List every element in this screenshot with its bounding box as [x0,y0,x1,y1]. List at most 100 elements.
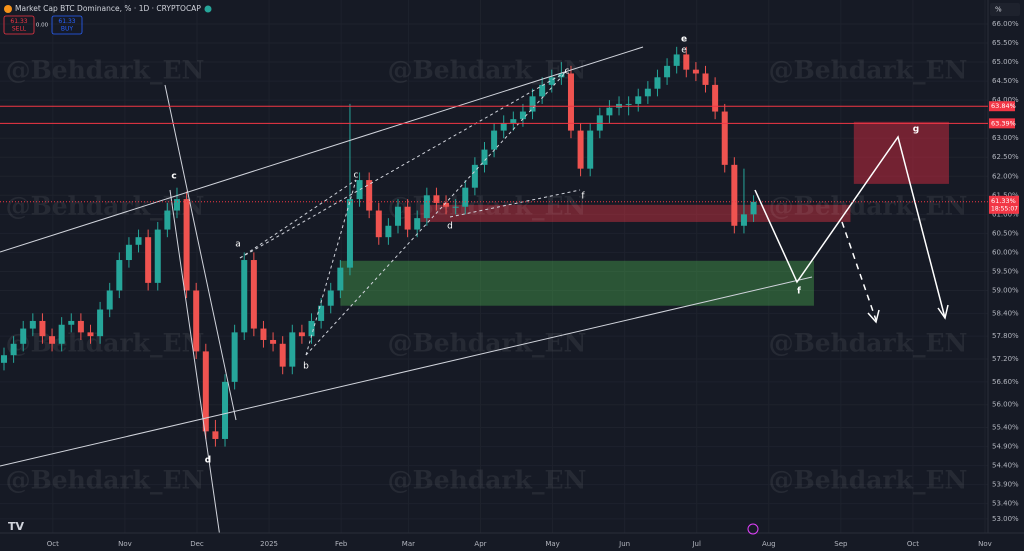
wave-label: c [565,67,570,77]
candle-body [222,381,229,439]
candle-body [548,77,555,85]
candle-body [164,210,171,230]
candle-body [471,164,478,188]
candles [1,46,757,447]
x-tick-label: Oct [907,540,919,548]
flash-icon[interactable] [747,523,759,535]
candle-body [279,343,286,367]
candle-body [443,202,450,207]
symbol-icon [4,5,12,13]
candle-body [635,96,642,104]
candle-body [87,332,94,337]
logo: TV [8,520,25,533]
y-tick-label: 60.50% [992,229,1019,237]
candle-body [231,332,238,382]
scale-button[interactable] [990,3,1020,16]
candle-body [346,199,353,268]
y-tick-label: 53.90% [992,481,1019,489]
candle-body [298,332,305,337]
y-tick-label: 57.80% [992,332,1019,340]
sell-button[interactable] [3,15,35,35]
wave-label: d [447,222,453,232]
candle-body [644,88,651,97]
candle-body [692,69,699,74]
candle-body [241,260,248,333]
x-tick-label: Feb [335,540,348,548]
candle-body [558,73,565,78]
candle-body [97,309,104,337]
y-tick-label: 53.00% [992,515,1019,523]
candle-body [539,84,546,97]
candle-body [664,65,671,78]
candle-body [433,195,440,203]
x-tick-label: Mar [402,540,415,548]
price-tag-label: 63.39% [991,119,1016,127]
candle-body [260,328,267,340]
x-tick-label: Nov [978,540,992,548]
candle-body [654,77,661,89]
x-tick-label: Sep [834,540,848,548]
wave-label: f [581,192,585,202]
candle-body [395,206,401,226]
watermark: @Behdark_EN [6,329,205,358]
candle-body [289,332,296,367]
candle-body [145,237,152,283]
candle-body [606,107,613,116]
y-tick-label: 64.00% [992,96,1019,104]
y-tick-label: 62.50% [992,153,1019,161]
watermark: @Behdark_EN [769,56,968,85]
candle-body [318,305,325,321]
buy-button[interactable] [51,15,83,35]
countdown: 18:55:07 [991,205,1018,212]
y-tick-label: 54.90% [992,443,1019,451]
y-tick-label: 63.00% [992,134,1019,142]
candle-body [250,260,257,329]
y-tick-label: 66.00% [992,20,1019,28]
arrow-head [867,309,880,324]
candle-body [452,206,459,208]
candle-body [385,225,392,238]
candle-body [673,54,680,66]
x-tick-label: Jul [691,540,701,548]
wave-label: f [797,287,801,297]
time-axis [0,533,1024,551]
last-price-tag [989,195,1019,214]
candle-body [510,119,517,123]
candle-body [712,84,719,112]
last-price-label: 61.33% [991,197,1016,205]
axes: 66.00% 65.50% 65.00% 64.50% 64.00% 63.00% 62.5… [47,20,1019,548]
trend-line [169,189,223,551]
candle-body [68,320,75,325]
y-tick-label: 60.00% [992,248,1019,256]
y-tick-label: 62.00% [992,172,1019,180]
candle-body [125,244,132,261]
watermark: @Behdark_EN [388,192,587,221]
dashed-line [305,179,357,356]
y-tick-label: 65.50% [992,39,1019,47]
candle-body [106,290,113,310]
x-tick-label: Nov [118,540,132,548]
channel-upper [0,46,644,253]
wave-label: c [171,172,176,182]
watermark: @Behdark_EN [769,192,968,221]
wave-label: e [681,46,687,56]
candle-body [212,431,219,439]
candle-body [193,290,200,352]
buy-price: 61.33 [58,18,75,25]
dashed-line [239,179,357,259]
buy-label: BUY [61,26,74,33]
y-tick-label: 59.00% [992,286,1019,294]
dashed-line [305,71,567,356]
candle-body [414,218,421,230]
y-tick-label: 64.50% [992,77,1019,85]
price-lines: 63.84% 63.39% 61.33%18:55:07 [0,101,1019,214]
candle-body [587,130,594,169]
candle-body [740,214,747,226]
x-tick-label: Aug [762,540,776,548]
candle-body [721,111,728,165]
candle-body [308,320,315,337]
watermark: @Behdark_EN [388,466,587,495]
candle-body [135,237,142,245]
